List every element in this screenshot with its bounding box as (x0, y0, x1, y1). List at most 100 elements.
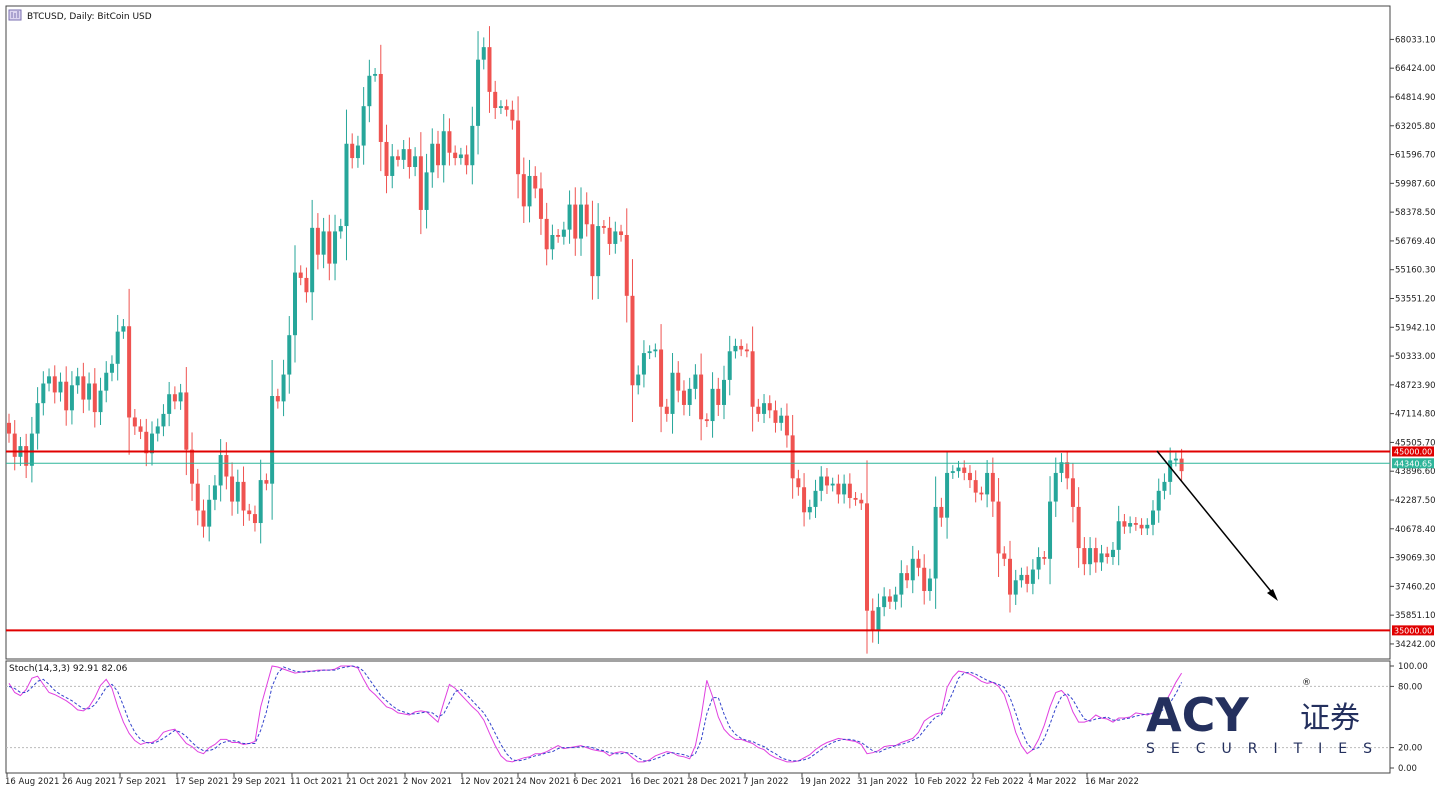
price-panel[interactable] (5, 5, 1391, 660)
candle-body (704, 419, 709, 422)
candle-body (29, 433, 34, 466)
candle-body (899, 573, 904, 595)
price-tick-label: 39069.30 (1395, 554, 1436, 564)
stoch-tick-label: 0.00 (1398, 764, 1417, 774)
candle-body (498, 106, 503, 108)
candle-body (207, 499, 212, 527)
candle-body (138, 426, 143, 432)
candle-body (521, 174, 526, 207)
time-tick-label: 2 Nov 2021 (403, 777, 452, 787)
candle-body (453, 152, 458, 159)
price-tick-label: 40678.40 (1395, 525, 1436, 535)
stoch-signal-line (8, 665, 1183, 762)
candle-body (384, 141, 389, 176)
candle-body (893, 594, 898, 602)
candle-body (298, 272, 303, 278)
candle-body (1128, 523, 1133, 527)
candle-body (939, 506, 944, 518)
candle-body (247, 510, 252, 515)
candle-body (882, 596, 887, 608)
time-tick-label: 16 Aug 2021 (5, 777, 59, 787)
candle-body (807, 506, 812, 513)
candle-body (1162, 481, 1167, 491)
price-tick-label: 61596.70 (1395, 151, 1436, 161)
candle-body (824, 476, 829, 486)
candle-body (1076, 506, 1081, 549)
candle-body (802, 487, 807, 513)
candle-body (350, 143, 355, 159)
candle-body (252, 514, 257, 524)
time-tick-label: 16 Mar 2022 (1085, 777, 1139, 787)
price-tick-label: 59987.60 (1395, 179, 1436, 189)
candle-body (52, 376, 57, 393)
time-tick-label: 7 Sep 2021 (118, 777, 166, 787)
price-tick-label: 55160.30 (1395, 266, 1436, 276)
acy-securities-logo: ACY 证券 ® SECURITIES (1146, 678, 1372, 757)
candle-body (819, 476, 824, 491)
candle-body (1030, 569, 1035, 584)
candle-body (287, 335, 292, 375)
candle-body (1059, 462, 1064, 473)
candle-body (590, 224, 595, 277)
candle-body (224, 455, 229, 477)
down-arrow-icon[interactable] (1156, 450, 1278, 601)
candle-body (784, 415, 789, 436)
candle-body (230, 476, 235, 502)
candle-body (476, 59, 481, 126)
candle-body (504, 106, 509, 110)
candle-body (333, 231, 338, 264)
candle-body (710, 388, 715, 422)
candle-body (853, 497, 858, 500)
time-tick-label: 7 Jan 2022 (743, 777, 789, 787)
level-price-tag (1392, 446, 1434, 457)
candle-body (1151, 510, 1155, 525)
candle-body (1093, 548, 1098, 563)
candle-body (870, 610, 875, 631)
candle-body (1042, 557, 1047, 559)
candle-body (1122, 521, 1127, 527)
candle-body (996, 501, 1001, 554)
candle-body (155, 426, 160, 434)
time-tick-label: 16 Dec 2021 (630, 777, 684, 787)
price-tick-label: 34242.00 (1395, 640, 1436, 650)
candle-body (716, 388, 721, 405)
candle-body (962, 467, 967, 473)
candle-body (538, 188, 543, 219)
time-tick-label: 10 Feb 2022 (914, 777, 967, 787)
price-axis: 68033.10 66424.00 64814.90 63205.80 61596.70… (1390, 35, 1436, 650)
stoch-tick-label: 20.00 (1398, 744, 1422, 754)
candle-body (933, 506, 938, 579)
candle-body (1008, 558, 1012, 595)
level-price-tag (1392, 625, 1434, 636)
candle-body (69, 385, 74, 411)
candle-body (601, 226, 606, 228)
candle-body (733, 345, 738, 352)
candle-body (865, 503, 869, 611)
candle-body (47, 376, 52, 384)
candle-body (750, 351, 755, 407)
stoch-series (8, 665, 1183, 763)
candle-body (1168, 460, 1173, 482)
candle-body (762, 403, 767, 414)
candle-body (596, 226, 601, 277)
candle-body (258, 480, 263, 524)
time-tick-label: 19 Jan 2022 (800, 777, 851, 787)
candle-body (367, 75, 372, 107)
candle-body (664, 406, 669, 414)
candle-body (212, 485, 217, 500)
price-tick-label: 37460.20 (1395, 582, 1436, 592)
candle-body (481, 47, 486, 60)
candle-body (275, 396, 280, 402)
price-tick-label: 47114.80 (1395, 410, 1436, 420)
candle-body (916, 558, 921, 568)
stoch-panel[interactable] (5, 660, 1391, 774)
candle-body (624, 234, 629, 296)
candle-body (161, 413, 166, 427)
candle-body (1173, 458, 1178, 461)
horizontal-levels[interactable]: 45000.00 35000.00 44340.65 (6, 446, 1434, 636)
current-price-tag (1392, 458, 1434, 469)
stoch-tick-label: 100.00 (1398, 662, 1428, 672)
candle-body (985, 472, 990, 495)
time-tick-label: 22 Feb 2022 (971, 777, 1024, 787)
candle-body (533, 175, 538, 189)
